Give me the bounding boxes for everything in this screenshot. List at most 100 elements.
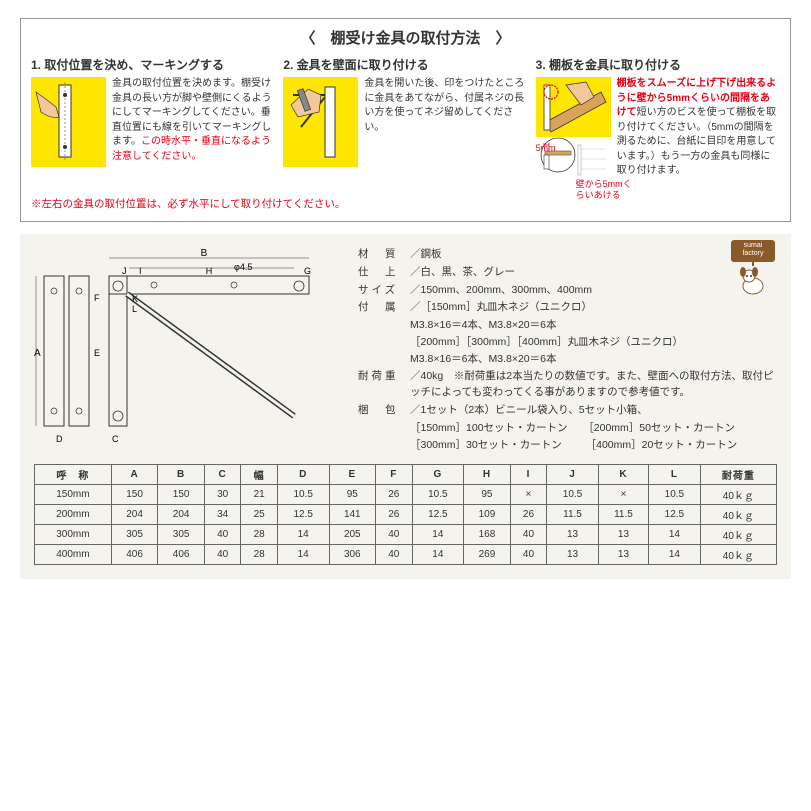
spec-size: ／150mm、200mm、300mm、400mm [410,282,777,299]
table-cell: 168 [464,524,511,544]
table-cell: 10.5 [277,484,329,504]
table-header: G [412,464,464,484]
table-cell: 40 [510,524,546,544]
spec-accessory4: M3.8×16＝6本、M3.8×20＝6本 [358,351,777,368]
table-cell: 40ｋｇ [700,504,776,524]
table-cell: 400mm [35,544,112,564]
table-cell: 13 [598,524,648,544]
table-cell: 305 [111,524,158,544]
table-cell: 14 [649,524,701,544]
step-2-title: 2. 金具を壁面に取り付ける [283,56,527,73]
step-2-text: 金具を開いた後、印をつけたところに金具をあてながら、付属ネジの長い方を使ってネジ… [364,77,527,135]
table-cell: 14 [412,544,464,564]
dim-I: I [139,266,142,276]
table-header: B [158,464,205,484]
spec-load-label: 耐荷重 [358,368,410,402]
table-cell: 28 [241,544,277,564]
table-cell: 95 [464,484,511,504]
step-1-title: 1. 取付位置を決め、マーキングする [31,56,275,73]
step-3-text: 棚板をスムーズに上げ下げ出来るように壁から5mmくらいの間隔をあけて短い方のビス… [617,77,780,179]
dim-F: F [94,293,100,303]
table-cell: 200mm [35,504,112,524]
table-cell: 40 [376,544,412,564]
step-1: 1. 取付位置を決め、マーキングする 金具の取付位置を決めま [31,56,275,190]
dim-L: L [132,304,137,314]
table-header: L [649,464,701,484]
table-cell: 204 [158,504,205,524]
table-cell: 25 [241,504,277,524]
table-cell: 40 [204,524,240,544]
table-header: K [598,464,648,484]
table-cell: 150mm [35,484,112,504]
step-3: 3. 棚板を金具に取り付ける [536,56,780,190]
table-cell: 205 [329,524,376,544]
spec-finish-label: 仕 上 [358,264,410,281]
table-cell: 40 [204,544,240,564]
step-3-annot-gap: 壁から5mmくらいあける [576,179,636,201]
table-header: H [464,464,511,484]
table-cell: 14 [412,524,464,544]
dim-J: J [122,266,127,276]
table-cell: 12.5 [412,504,464,524]
dim-D: D [56,434,63,444]
table-cell: 26 [376,484,412,504]
step-3-text-black: 短い方のビスを使って棚板を取り付けてください。（5mmの間隔を測るために、台紙に… [617,107,777,176]
table-cell: 10.5 [547,484,599,504]
table-cell: 40 [376,524,412,544]
step-1-illustration [31,77,106,167]
table-header: 耐荷重 [700,464,776,484]
table-cell: 21 [241,484,277,504]
table-header: F [376,464,412,484]
table-row: 150mm150150302110.5952610.595×10.5×10.54… [35,484,777,504]
spec-pack2: ［150mm］100セット・カートン ［200mm］50セット・カートン [358,420,777,437]
spec-accessory-label: 付 属 [358,299,410,316]
table-cell: 10.5 [649,484,701,504]
spec-list: 材 質／鋼板 仕 上／白、黒、茶、グレー サイズ／150mm、200mm、300… [358,246,777,454]
table-cell: 109 [464,504,511,524]
table-header: C [204,464,240,484]
dim-H: H [206,266,213,276]
spec-size-label: サイズ [358,282,410,299]
table-header: J [547,464,599,484]
table-cell: × [598,484,648,504]
step-2-illustration [283,77,358,167]
table-cell: 13 [547,544,599,564]
spec-section: sumai factory [20,234,791,579]
table-cell: 204 [111,504,158,524]
table-cell: 30 [204,484,240,504]
spec-finish: ／白、黒、茶、グレー [410,264,777,281]
table-header: D [277,464,329,484]
dim-C: C [112,434,119,444]
spec-load: ／40kg ※耐荷重は2本当たりの数値です。また、壁面への取付方法、取付ピッチに… [410,368,777,402]
spec-accessory3: ［200mm］［300mm］［400mm］丸皿木ネジ（ユニクロ） [358,334,777,351]
mascot-sign: sumai factory [731,240,775,262]
dimension-table: 呼 称ABC幅DEFGHIJKL耐荷重 150mm150150302110.59… [34,464,777,565]
table-cell: 150 [111,484,158,504]
spec-pack-label: 梱 包 [358,402,410,419]
spec-accessory2: M3.8×16＝4本、M3.8×20＝6本 [358,317,777,334]
spec-pack3: ［300mm］30セット・カートン ［400mm］20セット・カートン [358,437,777,454]
table-cell: 406 [111,544,158,564]
table-cell: 26 [510,504,546,524]
main-title: 〈 棚受け金具の取付方法 〉 [31,27,780,48]
table-header: A [111,464,158,484]
table-cell: 40ｋｇ [700,544,776,564]
step-2: 2. 金具を壁面に取り付ける 金具を開いた後、印をつけたところに金具をあてながら… [283,56,527,190]
dim-E: E [94,348,100,358]
table-row: 300mm30530540281420540141684013131440ｋｇ [35,524,777,544]
dim-A: A [34,348,41,359]
footer-note: ※左右の金具の取付位置は、必ず水平にして取り付けてください。 [31,196,780,211]
table-cell: 150 [158,484,205,504]
steps-row: 1. 取付位置を決め、マーキングする 金具の取付位置を決めま [31,56,780,190]
table-cell: 13 [598,544,648,564]
dim-phi: φ4.5 [234,262,252,272]
mascot-logo: sumai factory [723,240,783,300]
table-row: 200mm204204342512.51412612.51092611.511.… [35,504,777,524]
table-cell: 306 [329,544,376,564]
table-cell: 28 [241,524,277,544]
table-header: 幅 [241,464,277,484]
table-cell: 13 [547,524,599,544]
table-cell: 11.5 [598,504,648,524]
table-cell: × [510,484,546,504]
dim-K: K [132,294,138,304]
